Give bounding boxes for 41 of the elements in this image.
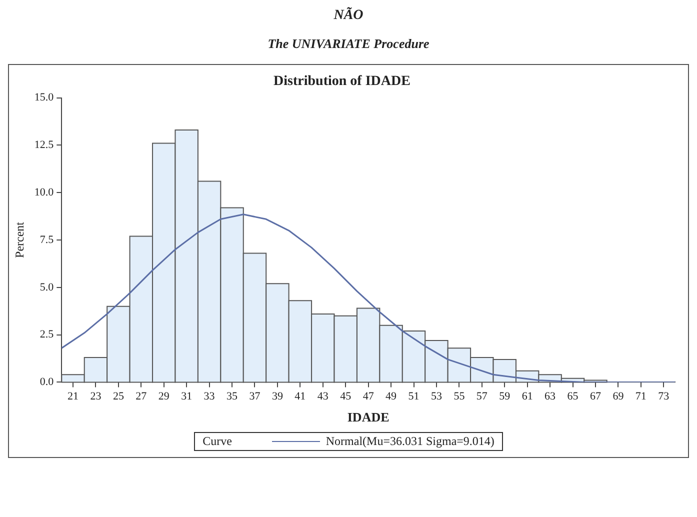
x-tick-label: 35	[226, 390, 238, 403]
x-tick-label: 57	[476, 390, 488, 403]
x-tick-label: 41	[294, 390, 306, 403]
x-tick-label: 39	[272, 390, 284, 403]
x-tick-label: 25	[112, 390, 124, 403]
x-tick-label: 45	[340, 390, 352, 403]
x-tick-label: 29	[158, 390, 170, 403]
x-tick-label: 51	[408, 390, 420, 403]
x-tick-label: 61	[522, 390, 533, 403]
x-tick-label: 67	[590, 390, 602, 403]
chart-title: Distribution of IDADE	[274, 74, 410, 90]
x-tick-label: 31	[181, 390, 192, 403]
x-tick-label: 55	[454, 390, 466, 403]
y-tick-label: 15.0	[34, 92, 54, 104]
x-tick-label: 69	[612, 390, 624, 403]
x-tick-label: 47	[362, 390, 374, 403]
y-tick-label: 0.0	[40, 376, 54, 388]
x-tick-label: 23	[90, 390, 102, 403]
x-tick-label: 33	[204, 390, 216, 403]
x-tick-label: 49	[386, 390, 398, 403]
text: NÃO	[332, 8, 364, 24]
legend-label: Normal(Mu=36.031 Sigma=9.014)	[326, 434, 494, 449]
x-tick-label: 73	[658, 390, 670, 403]
x-tick-label: 71	[635, 390, 646, 403]
x-tick-label: 37	[249, 390, 261, 403]
text: The UNIVARIATE Procedure	[266, 36, 430, 52]
legend-title: Curve	[202, 434, 232, 449]
x-tick-label: 27	[136, 390, 148, 403]
x-tick-label: 59	[499, 390, 511, 403]
x-tick-label: 63	[544, 390, 556, 403]
x-tick-label: 21	[68, 390, 79, 403]
y-tick-label: 12.5	[34, 139, 54, 152]
x-axis-title: IDADE	[347, 410, 390, 425]
y-tick-label: 2.5	[40, 328, 54, 341]
x-tick-label: 65	[567, 390, 579, 403]
y-tick-label: 10.0	[34, 186, 54, 198]
x-tick-label: 53	[430, 390, 442, 403]
y-axis-title: Percent	[12, 221, 26, 258]
y-tick-label: 7.5	[40, 234, 54, 246]
x-tick-label: 43	[317, 390, 329, 403]
y-tick-label: 5.0	[40, 281, 54, 294]
